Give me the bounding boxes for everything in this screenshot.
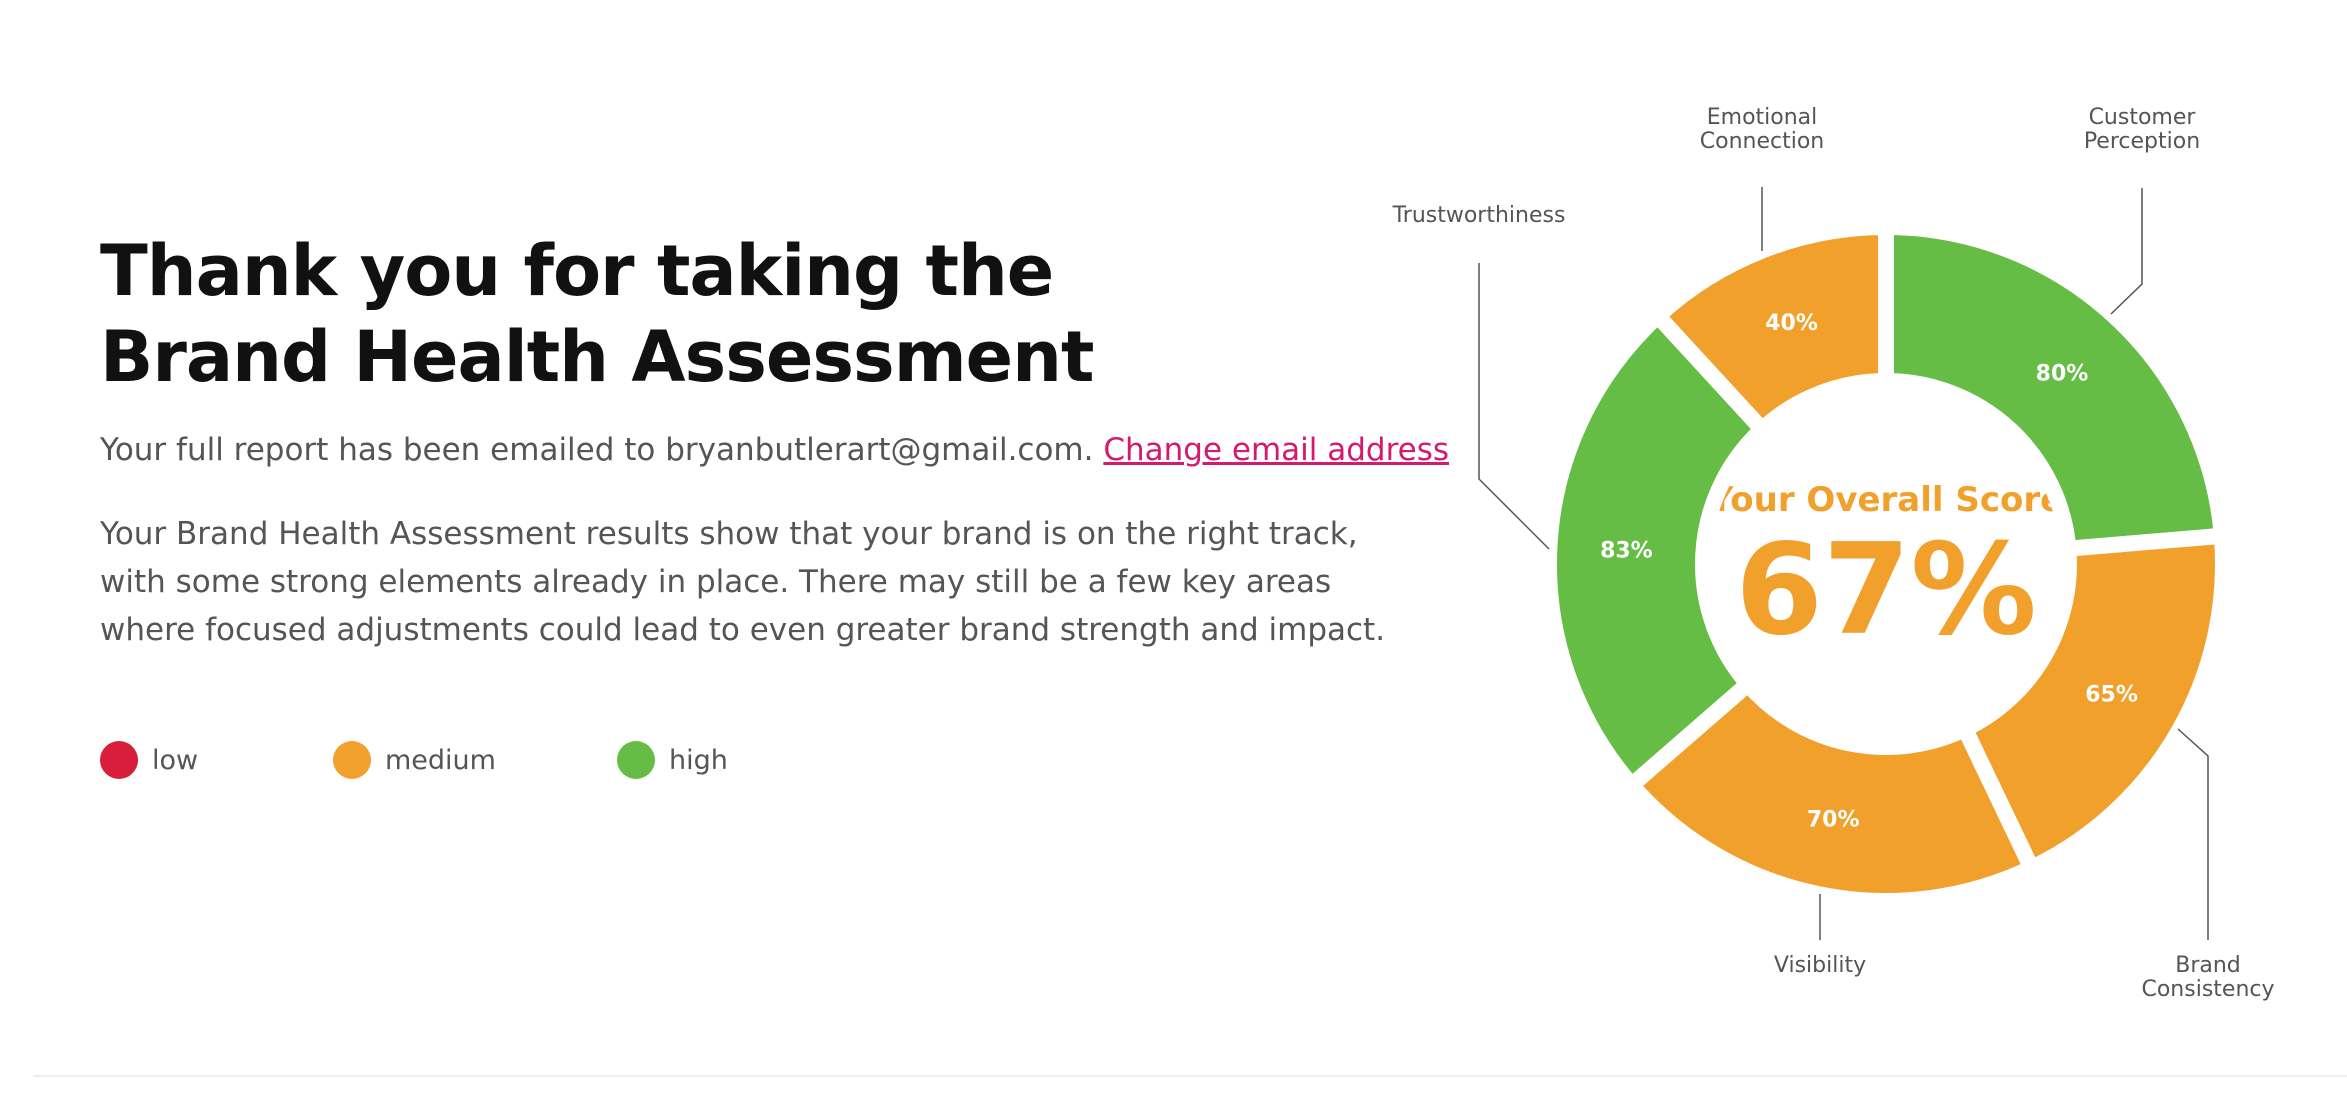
segment-value-label: 40% [1765,311,1818,336]
legend-item: medium [333,741,496,779]
segment-category-label: Brand Consistency [2141,953,2274,1002]
title: Thank you for taking the Brand Health As… [100,228,1094,400]
segment-category-label: Emotional Connection [1700,105,1824,154]
email-text: Your full report has been emailed to bry… [100,432,1094,468]
donut-segment [1878,219,2230,557]
legend-label: low [152,744,199,776]
segment-value-label: 65% [2085,682,2138,707]
segment-category-label: Customer Perception [2084,105,2200,154]
legend-dot [617,741,655,779]
change-email-link[interactable]: Change email address [1103,432,1450,468]
legend-dot [333,741,371,779]
leader-line [1478,263,1550,550]
center-title: Your Overall Score [1708,480,2063,520]
donut-segment [1623,676,2040,909]
title-line: Thank you for taking the [100,230,1054,312]
legend-label: high [669,744,728,776]
donut-segment [1541,307,1771,794]
segment-value-label: 80% [2036,362,2089,387]
segment-category-label: Trustworthiness [1392,203,1566,228]
email-line: Your full report has been emailed to bry… [100,432,1449,468]
category-word: Customer [2089,105,2197,130]
category-word: Connection [1700,129,1824,154]
legend-item: high [617,741,728,779]
donut-segment [1649,219,1894,438]
category-word: Visibility [1774,953,1866,978]
legend-dot [100,741,138,779]
title-line: Brand Health Assessment [100,316,1094,398]
category-word: Emotional [1707,105,1818,130]
category-word: Consistency [2141,977,2274,1002]
divider [33,1075,2347,1077]
legend-item: low [100,741,198,779]
segment-category-label: Visibility [1774,953,1866,978]
segment-value-label: 70% [1807,808,1860,833]
category-word: Perception [2084,129,2200,154]
leader-line [2177,728,2209,940]
summary: Your Brand Health Assessment results sho… [100,516,1386,648]
leader-line [2110,188,2143,315]
category-word: Trustworthiness [1392,203,1566,228]
donut-segment [1956,527,2231,877]
overall-score: 67% [1735,516,2037,663]
legend-label: medium [385,744,496,776]
category-word: Brand [2175,953,2241,978]
segment-value-label: 83% [1600,539,1653,564]
